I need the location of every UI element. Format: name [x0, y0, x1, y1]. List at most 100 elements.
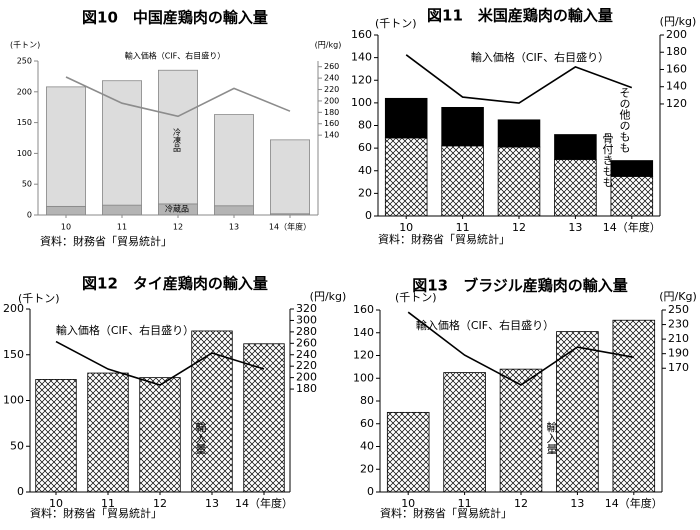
x-tick-label: 11 — [458, 497, 472, 510]
y2-tick-label: 250 — [668, 303, 689, 316]
y-tick-label: 120 — [351, 73, 372, 86]
bar — [384, 97, 428, 139]
x-tick-label: 10 — [399, 221, 413, 234]
y2-tick-label: 140 — [324, 131, 339, 140]
bar — [46, 86, 87, 207]
bar — [441, 107, 484, 147]
series-label: その他のもも — [618, 87, 631, 153]
source: 資料：財務省「貿易統計」 — [380, 506, 512, 520]
bar — [139, 377, 181, 493]
bar — [610, 160, 654, 177]
bar — [269, 139, 310, 215]
x-tick-label: 14（年度） — [605, 496, 663, 510]
bar — [87, 372, 129, 493]
y-tick-label: 60 — [360, 417, 374, 430]
chart-title: 図11 米国産鶏肉の輸入量 — [427, 7, 613, 25]
series-label: 輸入価格（CIF、右目盛り） — [471, 50, 609, 64]
chart-title: 図10 中国産鶏肉の輸入量 — [82, 9, 268, 27]
chart-title: 図12 タイ産鶏肉の輸入量 — [82, 275, 268, 293]
x-tick-label: 13 — [205, 497, 219, 510]
x-tick-label: 13 — [570, 497, 584, 510]
y2-tick-label: 240 — [324, 74, 339, 83]
bar — [499, 368, 543, 493]
bar — [243, 343, 285, 493]
x-tick-label: 13 — [229, 223, 239, 232]
x-tick-label: 12 — [514, 497, 528, 510]
bar — [612, 319, 656, 493]
y-tick-label: 60 — [358, 141, 372, 154]
y2-tick-label: 280 — [296, 325, 317, 338]
y-tick-label: 80 — [358, 119, 372, 132]
y-tick-label: 0 — [17, 485, 24, 498]
price-line — [55, 340, 265, 386]
x-tick-label: 14（年度） — [269, 222, 311, 232]
series-label: 骨付きもも — [601, 132, 614, 187]
y2-tick-label: 140 — [666, 80, 687, 93]
x-tick-label: 11 — [101, 497, 115, 510]
y2-tick-label: 160 — [666, 62, 687, 75]
y2-tick-label: 220 — [324, 85, 339, 94]
series-label: 輸入価格（CIF、右目盛り） — [125, 51, 226, 61]
y-tick-label: 0 — [27, 211, 32, 220]
source: 資料：財務省「貿易統計」 — [30, 506, 162, 520]
y2-unit: (円/Kg) — [659, 290, 697, 303]
series-label: 冷凍品 — [173, 127, 182, 153]
y-tick-label: 0 — [367, 485, 374, 498]
bar — [386, 411, 430, 493]
y-tick-label: 100 — [17, 149, 32, 158]
x-tick-label: 10 — [61, 223, 71, 232]
y2-tick-label: 320 — [296, 302, 317, 315]
y-tick-label: 50 — [10, 439, 24, 452]
y2-tick-label: 240 — [296, 348, 317, 361]
y2-tick-label: 260 — [296, 336, 317, 349]
y-unit: (千トン) — [18, 292, 60, 305]
bar — [213, 114, 254, 207]
x-tick-label: 11 — [117, 223, 127, 232]
price-line — [65, 76, 291, 118]
y-tick-label: 140 — [353, 326, 374, 339]
y-tick-label: 120 — [353, 349, 374, 362]
y-tick-label: 250 — [17, 57, 32, 66]
price-line — [407, 311, 634, 386]
bar — [102, 204, 143, 216]
y-tick-label: 20 — [358, 186, 372, 199]
y-tick-label: 40 — [358, 164, 372, 177]
chart-title: 図13 ブラジル産鶏肉の輸入量 — [412, 277, 628, 295]
x-tick-label: 12 — [173, 223, 183, 232]
price-line — [405, 54, 633, 104]
x-tick-label: 11 — [456, 221, 470, 234]
y2-tick-label: 180 — [296, 382, 317, 395]
bar — [441, 145, 484, 217]
x-tick-label: 13 — [568, 221, 582, 234]
y2-tick-label: 260 — [324, 62, 339, 71]
y-unit: (千トン) — [395, 291, 437, 304]
series-label: 輸入量 — [545, 420, 558, 454]
y2-tick-label: 200 — [296, 371, 317, 384]
x-tick-label: 14（年度） — [235, 496, 293, 510]
y2-tick-label: 230 — [668, 318, 689, 331]
series-label: 輸入量 — [194, 420, 207, 454]
source: 資料：財務省「貿易統計」 — [40, 234, 172, 248]
bar — [554, 134, 597, 160]
y2-unit: (円/kg) — [660, 15, 697, 28]
y2-tick-label: 200 — [666, 28, 687, 41]
x-tick-label: 10 — [49, 497, 63, 510]
y-tick-label: 100 — [351, 96, 372, 109]
x-tick-label: 14（年度） — [603, 220, 661, 234]
y-tick-label: 150 — [17, 118, 32, 127]
y2-tick-label: 200 — [324, 96, 339, 105]
bar — [46, 205, 87, 216]
bar — [384, 137, 428, 217]
bar — [497, 146, 541, 217]
y2-tick-label: 300 — [296, 313, 317, 326]
y-tick-label: 160 — [353, 303, 374, 316]
y-tick-label: 50 — [22, 180, 32, 189]
y-tick-label: 200 — [17, 87, 32, 96]
source: 資料：財務省「貿易統計」 — [378, 232, 510, 246]
x-tick-label: 10 — [401, 497, 415, 510]
y-unit: (千トン) — [10, 40, 40, 50]
bar — [213, 205, 254, 216]
y2-tick-label: 160 — [324, 119, 339, 128]
y-tick-label: 160 — [351, 28, 372, 41]
series-label: 輸入価格（CIF、右目盛り） — [56, 323, 194, 337]
